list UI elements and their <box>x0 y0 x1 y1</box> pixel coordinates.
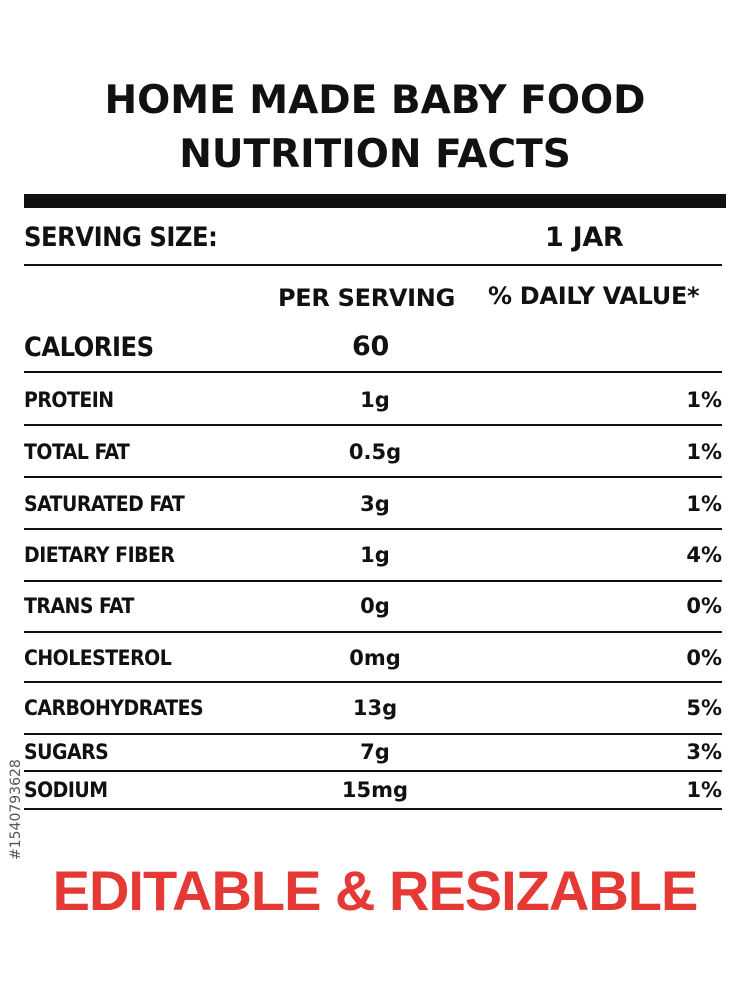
divider <box>24 733 722 735</box>
nutrient-daily-percent: 5% <box>686 696 722 720</box>
nutrient-label: TRANS FAT <box>24 594 134 618</box>
footer-banner: EDITABLE & RESIZABLE <box>52 859 699 922</box>
nutrient-value: 0mg <box>349 646 401 670</box>
nutrient-value: 15mg <box>341 778 409 802</box>
nutrient-label: SATURATED FAT <box>24 492 185 516</box>
nutrient-label: CARBOHYDRATES <box>24 696 204 720</box>
title-line-2: NUTRITION FACTS <box>179 132 571 177</box>
calories-value: 60 <box>352 331 389 362</box>
nutrient-daily-percent: 1% <box>686 492 722 516</box>
nutrient-daily-percent: 1% <box>686 388 722 412</box>
per-serving-header: PER SERVING <box>278 284 455 312</box>
divider <box>24 631 722 633</box>
calories-label: CALORIES <box>24 332 154 363</box>
nutrient-value: 1g <box>360 388 390 412</box>
serving-size-label: SERVING SIZE: <box>24 222 218 253</box>
title-line-1: HOME MADE BABY FOOD <box>104 78 646 123</box>
nutrient-label: SODIUM <box>24 778 108 802</box>
nutrient-daily-percent: 1% <box>686 440 722 464</box>
nutrient-value: 0g <box>360 594 390 618</box>
daily-value-header: % DAILY VALUE* <box>488 282 700 310</box>
divider <box>24 476 722 478</box>
divider <box>24 371 722 373</box>
divider <box>24 264 722 266</box>
nutrient-daily-percent: 0% <box>686 594 722 618</box>
divider <box>24 808 722 810</box>
nutrient-value: 3g <box>360 492 390 516</box>
nutrient-value: 1g <box>360 543 390 567</box>
nutrient-label: PROTEIN <box>24 388 114 412</box>
serving-size-value: 1 JAR <box>545 222 624 253</box>
thick-divider <box>24 194 726 208</box>
divider <box>24 528 722 530</box>
nutrient-daily-percent: 3% <box>686 740 722 764</box>
nutrient-daily-percent: 4% <box>686 543 722 567</box>
nutrient-label: TOTAL FAT <box>24 440 130 464</box>
nutrient-daily-percent: 1% <box>686 778 722 802</box>
divider <box>24 681 722 683</box>
stock-id: #1540793628 <box>8 759 24 860</box>
nutrient-label: SUGARS <box>24 740 109 764</box>
nutrient-value: 7g <box>360 740 390 764</box>
nutrient-label: DIETARY FIBER <box>24 543 175 567</box>
nutrient-daily-percent: 0% <box>686 646 722 670</box>
nutrient-label: CHOLESTEROL <box>24 646 172 670</box>
nutrient-value: 13g <box>352 696 398 720</box>
divider <box>24 770 722 772</box>
divider <box>24 424 722 426</box>
nutrient-value: 0.5g <box>348 440 402 464</box>
divider <box>24 580 722 582</box>
